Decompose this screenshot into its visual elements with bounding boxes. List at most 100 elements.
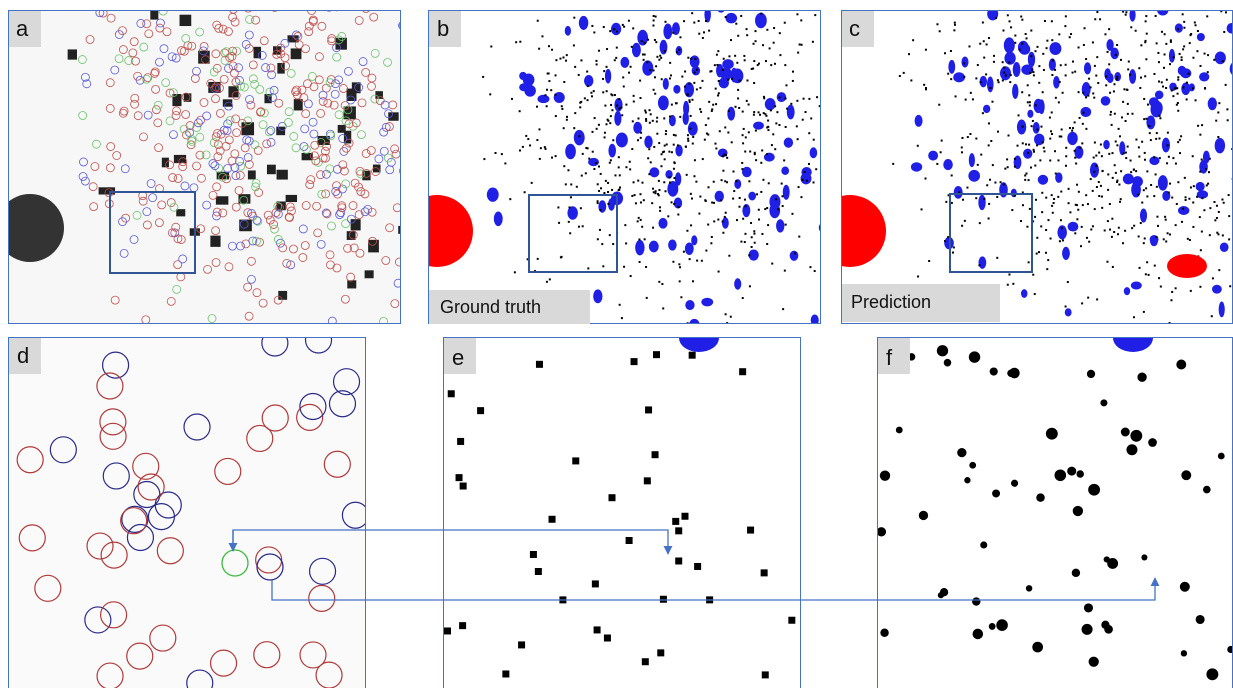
dot bbox=[698, 33, 700, 35]
blob bbox=[732, 69, 744, 84]
dot bbox=[658, 281, 660, 283]
dot bbox=[1038, 82, 1040, 84]
dot bbox=[1055, 97, 1057, 99]
dot bbox=[1155, 173, 1157, 175]
dot bbox=[937, 345, 948, 356]
dot bbox=[633, 101, 635, 103]
panel-label: d bbox=[17, 343, 29, 368]
dot bbox=[782, 205, 784, 207]
dot bbox=[746, 34, 748, 36]
dot bbox=[634, 194, 636, 196]
dot bbox=[1033, 151, 1035, 153]
dot bbox=[1087, 297, 1089, 299]
dot bbox=[557, 206, 559, 208]
dot bbox=[888, 187, 890, 189]
dot bbox=[618, 156, 620, 158]
dot bbox=[668, 332, 670, 334]
dot bbox=[660, 165, 662, 167]
blob bbox=[658, 218, 667, 229]
dot bbox=[673, 144, 675, 146]
dot bbox=[1005, 74, 1007, 76]
dot bbox=[687, 138, 689, 140]
dot bbox=[746, 79, 748, 81]
dot bbox=[1094, 208, 1096, 210]
dot bbox=[708, 30, 710, 32]
dot bbox=[751, 246, 753, 248]
ring bbox=[333, 3, 341, 11]
dot bbox=[1177, 102, 1179, 104]
dot bbox=[744, 59, 746, 61]
dot bbox=[1069, 36, 1071, 38]
dot bbox=[1022, 126, 1024, 128]
blob bbox=[953, 72, 965, 82]
blob bbox=[1178, 206, 1189, 215]
dot bbox=[672, 261, 674, 263]
dot bbox=[731, 78, 733, 80]
dot bbox=[640, 132, 642, 134]
blob bbox=[172, 94, 181, 106]
dot bbox=[1156, 132, 1158, 134]
dot bbox=[952, 252, 954, 254]
dot bbox=[1189, 239, 1191, 241]
dot bbox=[705, 250, 707, 252]
dot bbox=[925, 49, 927, 51]
dot bbox=[460, 483, 467, 490]
dot bbox=[774, 148, 776, 150]
dot bbox=[1156, 216, 1158, 218]
panel-label: b bbox=[437, 16, 449, 41]
dot bbox=[483, 158, 485, 160]
blob bbox=[979, 256, 987, 269]
dot bbox=[1163, 238, 1165, 240]
blob bbox=[1175, 23, 1183, 32]
dot bbox=[1049, 117, 1051, 119]
dot bbox=[595, 60, 597, 62]
dot bbox=[1175, 163, 1177, 165]
dot bbox=[593, 31, 595, 33]
dot bbox=[1204, 88, 1206, 90]
dot bbox=[804, 171, 806, 173]
dot bbox=[1205, 168, 1207, 170]
dot bbox=[1114, 3, 1116, 5]
arrows bbox=[233, 530, 1155, 600]
dot bbox=[1120, 170, 1122, 172]
blob bbox=[286, 195, 297, 202]
dot bbox=[736, 219, 738, 221]
blob bbox=[1219, 302, 1225, 318]
dot bbox=[626, 537, 633, 544]
dot bbox=[802, 179, 804, 181]
caption: Prediction bbox=[851, 292, 931, 312]
dot bbox=[1122, 101, 1124, 103]
dot bbox=[1156, 42, 1158, 44]
dot bbox=[973, 629, 984, 640]
dot bbox=[694, 563, 701, 570]
dot bbox=[683, 251, 685, 253]
dot bbox=[1145, 273, 1147, 275]
dot bbox=[623, 266, 625, 268]
blob bbox=[1103, 140, 1110, 150]
blob bbox=[1033, 122, 1040, 134]
blob bbox=[801, 173, 812, 185]
dot bbox=[1035, 199, 1037, 201]
dot bbox=[1223, 202, 1225, 204]
dot bbox=[1158, 277, 1160, 279]
dot bbox=[886, 73, 888, 75]
dot bbox=[1216, 232, 1218, 234]
dot bbox=[997, 5, 999, 7]
blob bbox=[365, 329, 378, 336]
dot bbox=[614, 94, 616, 96]
dot bbox=[962, 199, 964, 201]
dot bbox=[605, 123, 607, 125]
dot bbox=[1010, 74, 1012, 76]
dot bbox=[781, 183, 783, 185]
dot bbox=[592, 131, 594, 133]
dot bbox=[1092, 41, 1094, 43]
dot bbox=[1100, 399, 1107, 406]
dot bbox=[658, 142, 660, 144]
blob bbox=[943, 159, 953, 170]
dot bbox=[1116, 44, 1118, 46]
dot bbox=[686, 230, 688, 232]
dot bbox=[1068, 188, 1070, 190]
dot bbox=[828, 14, 830, 16]
dot bbox=[1182, 208, 1184, 210]
dot bbox=[563, 165, 565, 167]
